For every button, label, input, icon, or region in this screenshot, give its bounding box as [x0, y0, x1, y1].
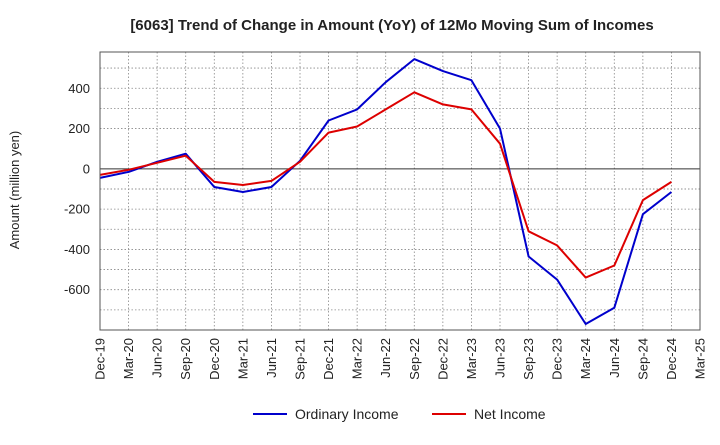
x-tick-label: Sep-23	[521, 338, 536, 380]
y-tick-label: 400	[68, 81, 90, 96]
y-tick-labels: 400 200 0 -200 -400 -600	[64, 81, 90, 297]
y-tick-label: -200	[64, 202, 90, 217]
x-tick-label: Mar-23	[464, 338, 479, 379]
x-tick-label: Jun-22	[378, 338, 393, 378]
x-tick-label: Dec-24	[664, 338, 679, 380]
x-tick-label: Mar-25	[693, 338, 708, 379]
x-tick-label: Mar-22	[350, 338, 365, 379]
y-tick-label: -600	[64, 282, 90, 297]
x-tick-label: Dec-22	[435, 338, 450, 380]
x-tick-label: Dec-19	[93, 338, 108, 380]
series-group	[99, 58, 673, 325]
x-tick-label: Jun-23	[493, 338, 508, 378]
x-tick-label: Jun-20	[150, 338, 165, 378]
x-tick-label: Dec-21	[321, 338, 336, 380]
grid	[99, 52, 701, 330]
x-tick-label: Sep-20	[178, 338, 193, 380]
x-tick-labels: Dec-19 Mar-20 Jun-20 Sep-20 Dec-20 Mar-21 Jun-…	[93, 338, 708, 380]
y-tick-label: 200	[68, 121, 90, 136]
y-axis-label: Amount (million yen)	[7, 131, 22, 250]
chart-title: [6063] Trend of Change in Amount (YoY) o…	[130, 17, 653, 34]
x-tick-label: Sep-24	[635, 338, 650, 380]
x-tick-label: Sep-22	[407, 338, 422, 380]
x-tick-label: Sep-21	[293, 338, 308, 380]
x-tick-label: Mar-20	[121, 338, 136, 379]
y-tick-label: 0	[83, 161, 90, 176]
plot-frame	[99, 51, 701, 331]
x-tick-label: Mar-24	[578, 338, 593, 379]
x-tick-label: Jun-24	[607, 338, 622, 378]
legend-label: Net Income	[474, 406, 546, 422]
y-tick-label: -400	[64, 242, 90, 257]
x-tick-label: Jun-21	[264, 338, 279, 378]
legend: Ordinary Income Net Income	[253, 406, 546, 422]
x-tick-label: Dec-20	[207, 338, 222, 380]
x-tick-label: Dec-23	[550, 338, 565, 380]
series-line-net-income	[99, 91, 672, 279]
legend-label: Ordinary Income	[295, 406, 399, 422]
x-tick-label: Mar-21	[235, 338, 250, 379]
